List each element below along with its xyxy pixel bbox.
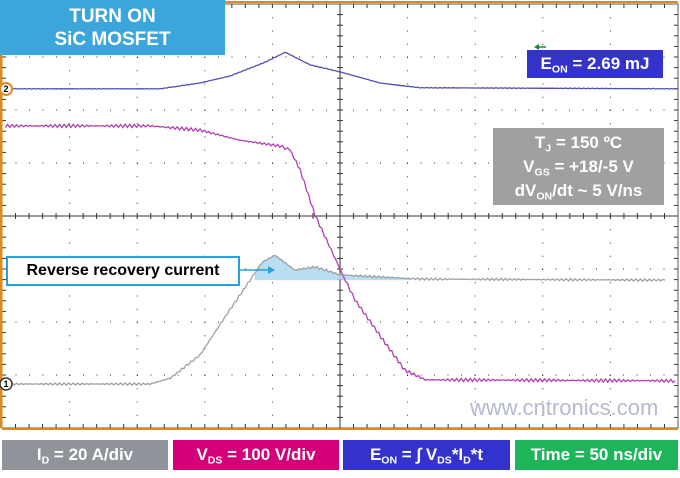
channel-2-label: 2 [3,84,8,94]
oscilloscope-screen: 2 1 [0,1,679,430]
dvdt-line: dVON/dt ~ 5 V/ns [514,181,643,203]
eon-sub: ON [551,63,568,76]
reverse-recovery-fill [254,255,411,281]
eon-prefix: E [540,54,552,73]
eon-value: = 2.69 mJ [567,54,650,73]
channel-1-label: 1 [3,379,8,389]
vgs-line: VGS = +18/-5 V [523,157,634,179]
tj-line: TJ = 150 ºC [534,133,623,155]
callout-arrowhead [268,266,275,274]
vds-trace [4,123,676,384]
legend-vds-scale: VDS = 100 V/div [173,440,339,470]
test-conditions-box: TJ = 150 ºC VGS = +18/-5 V dVON/dt ~ 5 V… [493,128,664,205]
channel-2-marker[interactable]: 2 [0,82,13,96]
channel-1-marker[interactable]: 1 [0,377,13,391]
reverse-recovery-callout: Reverse recovery current [6,256,240,286]
legend-eon-formula: EON = ∫ VDS*ID*t [343,440,510,470]
title-line-1: TURN ON [69,6,156,27]
energy-result-badge: EON = 2.69 mJ [527,50,663,78]
title-line-2: SiC MOSFET [54,29,171,50]
title-badge: TURN ON SiC MOSFET [0,0,225,55]
id-trace [4,254,666,386]
eon-trace [2,51,679,90]
legend-time-scale: Time = 50 ns/div [515,440,678,470]
trigger-arrow-icon [534,44,546,50]
legend-id-scale: ID = 20 A/div [2,440,168,470]
